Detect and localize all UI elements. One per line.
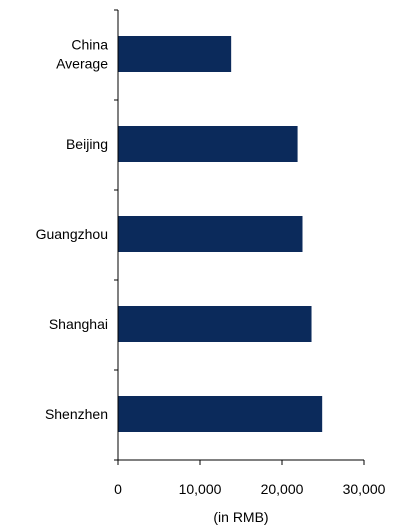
category-label: Average bbox=[56, 56, 108, 72]
x-tick-label: 10,000 bbox=[179, 481, 222, 497]
y-ticks-group bbox=[114, 9, 118, 461]
x-axis-label: (in RMB) bbox=[213, 509, 268, 525]
bars-group bbox=[118, 36, 323, 432]
bar-beijing bbox=[118, 126, 298, 162]
bar-shenzhen bbox=[118, 396, 323, 432]
category-label: China bbox=[71, 37, 108, 53]
category-labels-group: China Average Beijing Guangzhou Shanghai Shen… bbox=[36, 37, 109, 423]
x-tick-label: 30,000 bbox=[343, 481, 386, 497]
x-ticks-group: 0 10,000 20,000 30,000 bbox=[114, 460, 386, 497]
category-label: Shanghai bbox=[49, 316, 108, 332]
bar-china-average bbox=[118, 36, 232, 72]
category-label: Guangzhou bbox=[36, 226, 108, 242]
x-tick-label: 20,000 bbox=[261, 481, 304, 497]
category-label: Beijing bbox=[66, 136, 108, 152]
bar-guangzhou bbox=[118, 216, 303, 252]
bar-shanghai bbox=[118, 306, 312, 342]
x-tick-label: 0 bbox=[114, 481, 122, 497]
category-label: Shenzhen bbox=[45, 406, 108, 422]
